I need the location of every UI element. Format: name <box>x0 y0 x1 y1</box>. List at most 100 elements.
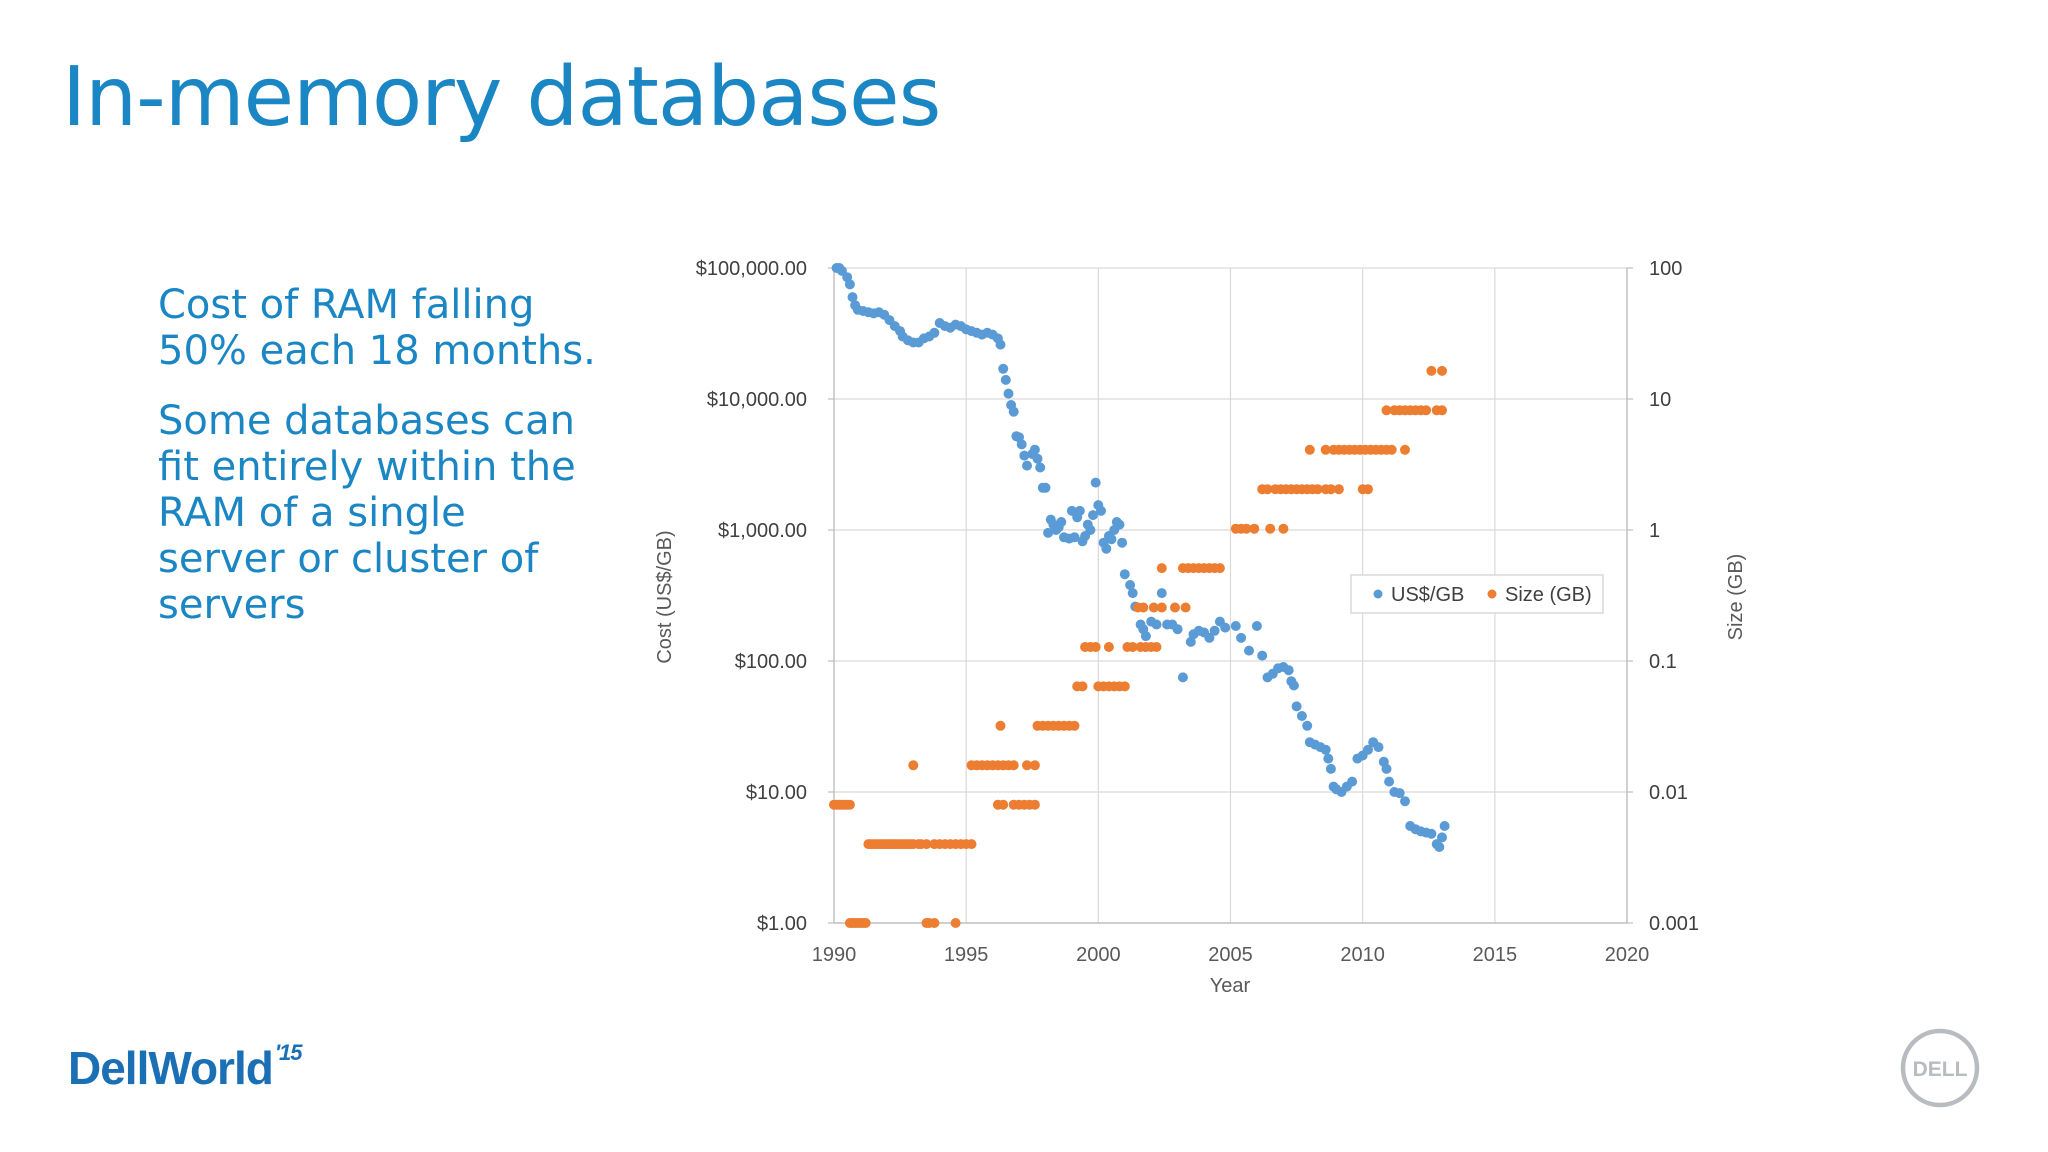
size-point <box>1148 602 1159 613</box>
cost-point <box>1096 505 1106 516</box>
cost-point <box>1323 753 1334 764</box>
cost-point <box>1291 701 1302 712</box>
cost-point <box>995 339 1006 350</box>
cost-point <box>1119 569 1130 580</box>
size-point <box>844 799 855 810</box>
size-point <box>1312 484 1323 495</box>
y2-axis-label: Size (GB) <box>1725 554 1747 641</box>
cost-point <box>1032 453 1043 464</box>
cost-point <box>1426 828 1437 839</box>
size-point <box>1278 523 1289 534</box>
cost-point <box>1101 543 1112 554</box>
cost-point <box>844 279 855 290</box>
size-point <box>1386 444 1397 455</box>
y-tick-label: $100.00 <box>735 651 807 673</box>
x-tick-label: 2010 <box>1340 944 1385 966</box>
size-point <box>1333 484 1344 495</box>
cost-point <box>1140 631 1151 642</box>
size-point <box>966 839 977 850</box>
cost-point <box>847 292 858 303</box>
cost-point <box>1244 645 1254 656</box>
cost-point <box>1394 788 1405 799</box>
cost-point <box>1257 650 1268 661</box>
cost-point <box>1251 621 1262 631</box>
size-point <box>921 839 932 850</box>
x-tick-label: 1995 <box>944 944 989 966</box>
cost-point <box>1384 776 1395 787</box>
cost-point <box>1236 632 1247 643</box>
size-point <box>1151 642 1162 652</box>
chart-legend: US$/GB Size (GB) <box>1350 574 1604 614</box>
cost-point <box>1296 711 1307 721</box>
x-tick-label: 2000 <box>1076 944 1121 966</box>
size-point <box>1138 602 1149 613</box>
cost-point <box>1127 588 1138 599</box>
size-point <box>1325 484 1336 495</box>
x-axis-label: Year <box>1210 975 1251 997</box>
y2-tick-label: 0.001 <box>1649 913 1699 935</box>
cost-point <box>1040 482 1051 493</box>
dellworld-wordmark: DellWorld <box>68 1042 274 1094</box>
cost-point <box>1320 744 1331 755</box>
slide-title: In-memory databases <box>62 50 941 145</box>
y2-tick-label: 1 <box>1649 520 1660 542</box>
cost-point <box>1069 532 1080 543</box>
cost-point <box>1220 622 1231 633</box>
cost-point <box>1088 510 1098 521</box>
size-point <box>1029 760 1040 771</box>
size-point <box>1249 523 1260 534</box>
cost-point <box>1016 439 1027 450</box>
cost-point <box>1106 534 1117 545</box>
cost-point <box>1117 537 1128 548</box>
size-point <box>1426 365 1437 376</box>
dell-logo-text: DELL <box>1913 1058 1968 1081</box>
size-point <box>1119 681 1130 692</box>
cost-point <box>1209 625 1220 636</box>
cost-point <box>1114 519 1125 530</box>
cost-point <box>1000 374 1011 385</box>
cost-point <box>1400 796 1410 807</box>
y-tick-label: $100,000.00 <box>696 258 807 280</box>
x-tick-label: 1990 <box>812 944 857 966</box>
legend-label-size: Size (GB) <box>1505 584 1592 606</box>
size-point <box>1214 563 1225 574</box>
cost-point <box>1283 665 1294 676</box>
size-point <box>1029 799 1040 810</box>
size-point <box>1022 760 1032 771</box>
size-point <box>998 799 1009 810</box>
size-point <box>1156 602 1167 613</box>
x-tick-label: 2015 <box>1473 944 1518 966</box>
cost-point <box>1204 632 1215 643</box>
cost-point <box>1019 450 1030 461</box>
y-tick-label: $1.00 <box>757 913 807 935</box>
y-tick-label: $1,000.00 <box>718 520 807 542</box>
size-point <box>929 918 940 928</box>
size-point <box>1180 602 1191 613</box>
legend-marker-cost <box>1373 589 1383 599</box>
y2-tick-label: 100 <box>1649 258 1682 280</box>
size-point <box>1400 444 1410 455</box>
chart-axes: 1990 1995 2000 2005 2010 2015 2020 $1.00 0.001 $1… <box>696 258 1699 966</box>
cost-point <box>1381 763 1392 774</box>
bullet-cost-of-ram: Cost of RAM falling 50% each 18 months. <box>158 282 596 374</box>
size-point <box>860 918 871 928</box>
size-point <box>1090 642 1101 652</box>
dellworld-year: '15 <box>274 1040 303 1065</box>
cost-point <box>998 363 1009 374</box>
size-point <box>1381 405 1392 416</box>
chart-points <box>829 263 1450 928</box>
cost-point <box>1035 462 1046 473</box>
cost-point <box>1003 388 1014 399</box>
size-point <box>1103 642 1114 652</box>
size-point <box>1363 484 1373 495</box>
size-point <box>995 720 1006 731</box>
cost-point <box>1373 742 1384 753</box>
cost-point <box>1185 636 1196 647</box>
size-point <box>1437 405 1447 416</box>
y-tick-label: $10.00 <box>746 782 807 804</box>
y2-tick-label: 0.1 <box>1649 651 1677 673</box>
cost-point <box>1085 525 1096 535</box>
size-point <box>1265 523 1276 534</box>
legend-label-cost: US$/GB <box>1391 584 1464 606</box>
